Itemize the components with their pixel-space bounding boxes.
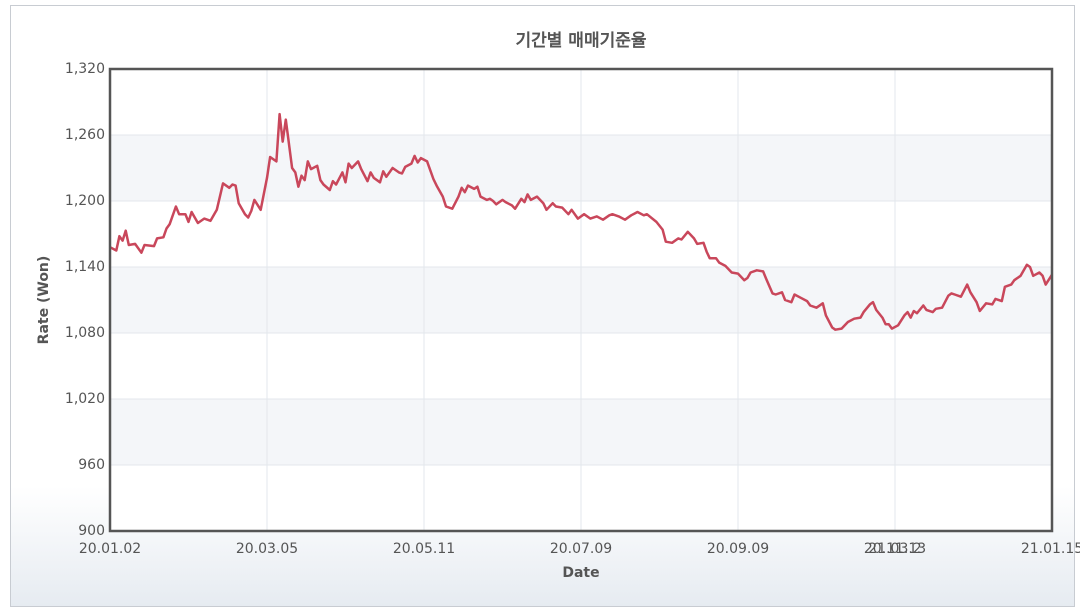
y-tick-label: 1,260 [65,127,105,143]
labels: 900 960 1,020 1,080 1,140 1,200 1,260 1,320 20.0… [65,61,1080,557]
rate-line [109,112,1054,331]
x-tick-label: 21.03.2 [868,541,921,557]
chart-title: 기간별 매매기준율 [515,31,646,51]
y-tick-label: 960 [78,457,105,473]
x-tick-label: 20.09.09 [707,541,769,557]
y-tick-label: 1,200 [65,193,105,209]
y-tick-label: 1,320 [65,61,105,77]
series [109,112,1054,331]
y-tick-label: 1,020 [65,391,105,407]
y-axis-label: Rate (Won) [36,256,52,345]
x-tick-label: 20.01.02 [79,541,141,557]
y-tick-label: 1,140 [65,259,105,275]
x-tick-label: 20.11.13 [864,541,926,557]
x-tick-label: 20.07.09 [550,541,612,557]
x-tick-label: 20.05.11 [393,541,455,557]
x-tick-label: 21.01.15 [1021,541,1080,557]
x-tick-label: 20.03.05 [236,541,298,557]
y-tick-label: 1,080 [65,325,105,341]
plot-frame [108,67,1054,533]
x-axis-label: Date [562,565,599,581]
y-tick-label: 900 [78,523,105,539]
